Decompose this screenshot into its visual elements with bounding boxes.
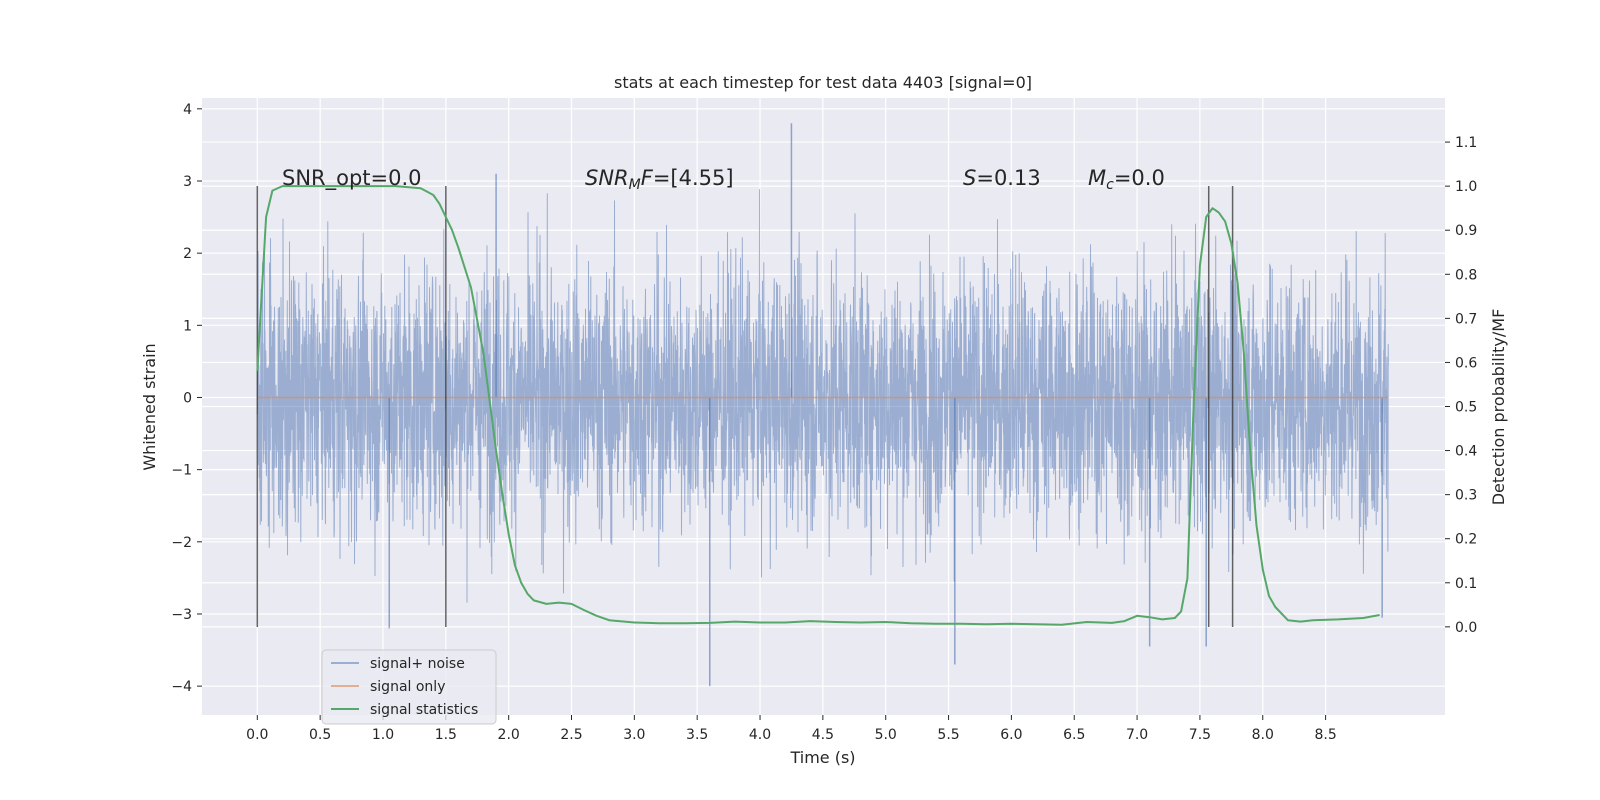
x-tick-label: 6.5 (1063, 727, 1085, 743)
y2-tick-label: 0.5 (1455, 400, 1477, 416)
legend-box (321, 649, 497, 725)
legend-label-signal-noise: signal+ noise (370, 656, 465, 672)
y-tick-label: −3 (171, 607, 192, 623)
y2-tick-label: 1.1 (1455, 135, 1477, 151)
annotation-snr-mf-f: F (641, 166, 654, 190)
y2-tick-label: 0.4 (1455, 444, 1477, 460)
x-tick-label: 7.0 (1126, 727, 1148, 743)
y-tick-label: 1 (183, 318, 192, 334)
x-tick-label: 2.0 (498, 727, 520, 743)
signal-statistics-series (256, 185, 1380, 626)
annotation-s-value: =0.13 (976, 166, 1040, 190)
x-tick-label: 5.0 (875, 727, 897, 743)
y-tick-label: −4 (171, 679, 192, 695)
x-tick-label: 3.5 (686, 727, 708, 743)
annotation-s-symbol: S (963, 166, 976, 190)
x-tick-label: 5.5 (937, 727, 959, 743)
x-tick-label: 0.5 (309, 727, 331, 743)
x-axis-label: Time (s) (789, 748, 855, 767)
y-tick-label: 4 (183, 102, 192, 118)
annotation-snr-opt: SNR_opt=0.0 (282, 166, 422, 191)
x-tick-label: 1.5 (435, 727, 457, 743)
y2-tick-label: 0.3 (1455, 488, 1477, 504)
x-tick-label: 8.0 (1252, 727, 1274, 743)
x-tick-label: 7.5 (1189, 727, 1211, 743)
legend: signal+ noise signal only signal statist… (321, 649, 497, 725)
x-tick-label: 4.0 (749, 727, 771, 743)
vertical-markers (256, 186, 1234, 627)
chart-title: stats at each timestep for test data 440… (614, 73, 1032, 92)
x-tick-label: 1.0 (372, 727, 394, 743)
y2-tick-label: 0.0 (1455, 620, 1477, 636)
annotation-mc-sub: c (1106, 177, 1114, 193)
annotation-s: S=0.13 (963, 166, 1041, 190)
x-tick-label: 8.5 (1314, 727, 1336, 743)
annotation-mc: Mc=0.0 (1088, 166, 1165, 193)
y-tick-label: −2 (171, 535, 192, 551)
legend-label-signal-statistics: signal statistics (370, 702, 478, 718)
x-tick-label: 3.0 (623, 727, 645, 743)
y2-tick-label: 0.2 (1455, 532, 1477, 548)
x-tick-label: 2.5 (560, 727, 582, 743)
annotation-snr-mf: SNRMF=[4.55] (585, 166, 734, 193)
y2-tick-label: 0.6 (1455, 355, 1477, 371)
annotation-snr-mf-sub: M (629, 177, 641, 193)
y2-axis-ticks: 0.0 0.1 0.2 0.3 0.4 0.5 0.6 0.7 0.8 0.9 1.0 1.1 (1445, 135, 1477, 636)
y-axis-label: Whitened strain (140, 343, 159, 470)
y-tick-label: 0 (183, 390, 192, 406)
legend-label-signal-only: signal only (370, 679, 445, 695)
x-tick-label: 4.5 (812, 727, 834, 743)
y-tick-label: 3 (183, 174, 192, 190)
y2-tick-label: 0.1 (1455, 576, 1477, 592)
annotation-snr-mf-value: =[4.55] (653, 166, 734, 190)
y-axis-ticks: −4 −3 −2 −1 0 1 2 3 4 (171, 102, 202, 695)
y2-tick-label: 1.0 (1455, 179, 1477, 195)
y2-tick-label: 0.9 (1455, 223, 1477, 239)
x-axis-ticks: 0.0 0.5 1.0 1.5 2.0 2.5 3.0 3.5 4.0 4.5 5.0 5.5 6.0 6… (246, 715, 1337, 743)
y2-tick-label: 0.8 (1455, 267, 1477, 283)
annotation-mc-symbol: M (1088, 166, 1106, 190)
y2-axis-label: Detection probability/MF (1489, 309, 1508, 506)
y2-tick-label: 0.7 (1455, 311, 1477, 327)
annotation-snr-mf-main: SNR (585, 166, 629, 190)
signal-statistics-line (256, 185, 1380, 626)
x-tick-label: 0.0 (246, 727, 268, 743)
y-tick-label: 2 (183, 246, 192, 262)
x-tick-label: 6.0 (1000, 727, 1022, 743)
annotation-mc-value: =0.0 (1114, 166, 1165, 190)
y-tick-label: −1 (171, 463, 192, 479)
